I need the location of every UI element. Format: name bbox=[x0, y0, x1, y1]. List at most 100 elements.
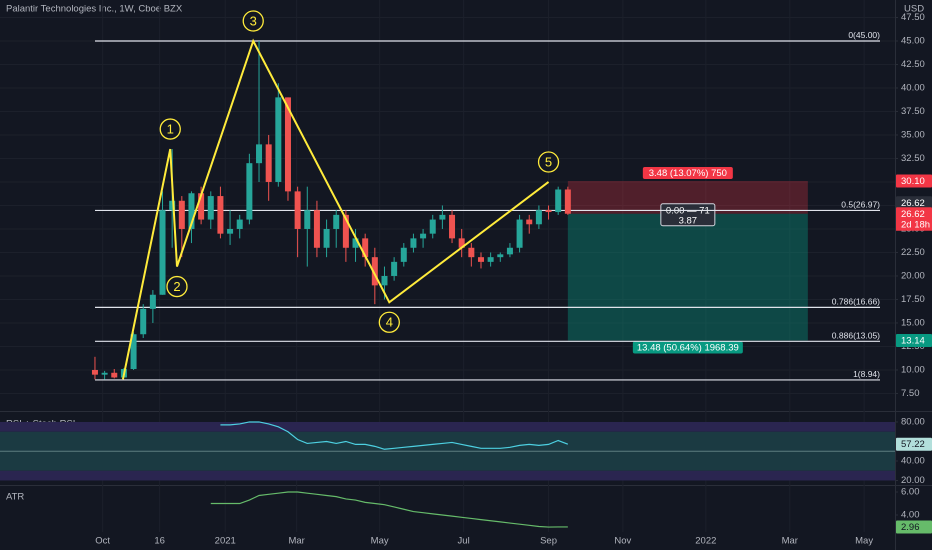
price-tag-label: 26.62 bbox=[901, 198, 925, 209]
candle-body bbox=[236, 219, 243, 229]
candle-body bbox=[140, 308, 147, 335]
unit-label: USD bbox=[904, 4, 924, 15]
price-tag bbox=[896, 207, 932, 221]
candle-body bbox=[371, 257, 378, 286]
candle-body bbox=[323, 228, 330, 248]
countdown-box bbox=[896, 218, 932, 231]
indicator-title: ATR bbox=[6, 492, 24, 503]
candle-body bbox=[227, 228, 234, 234]
candle-body bbox=[333, 214, 340, 229]
x-tick-label: Mar bbox=[288, 536, 304, 547]
candle-body bbox=[555, 189, 562, 213]
price-tag-label: 57.22 bbox=[901, 439, 925, 450]
candle-body bbox=[352, 238, 359, 248]
x-tick-label: 16 bbox=[154, 536, 165, 547]
price-tag bbox=[896, 196, 932, 210]
candle-body bbox=[497, 254, 504, 258]
y-tick-label: 7.50 bbox=[901, 388, 920, 399]
candle-body bbox=[159, 210, 166, 295]
candle-body bbox=[217, 196, 224, 234]
target-label: 13.48 (50.64%) 1968.39 bbox=[637, 342, 739, 353]
price-tag-label: 30.10 bbox=[901, 176, 925, 187]
candle-body bbox=[545, 210, 552, 213]
y-tick-label: 22.50 bbox=[901, 247, 925, 258]
candle-body bbox=[391, 261, 398, 276]
candle-body bbox=[477, 257, 484, 262]
y-tick-label: 47.50 bbox=[901, 12, 925, 23]
stop-label-box bbox=[642, 167, 733, 180]
candle-body bbox=[420, 233, 427, 239]
candle-body bbox=[468, 247, 475, 258]
fib-label: 0.786(16.66) bbox=[832, 297, 880, 307]
x-tick-label: May bbox=[371, 536, 389, 547]
candle-body bbox=[313, 210, 320, 248]
y-tick-label: 20.00 bbox=[901, 270, 925, 281]
y-tick-label: 37.50 bbox=[901, 106, 925, 117]
x-tick-label: 2021 bbox=[215, 536, 236, 547]
y-tick-label: 40.00 bbox=[901, 82, 925, 93]
x-tick-label: Oct bbox=[95, 536, 110, 547]
candle-body bbox=[449, 214, 456, 239]
candle-body bbox=[429, 219, 436, 234]
candle-body bbox=[284, 97, 291, 192]
stop-label: 3.48 (13.07%) 750 bbox=[649, 168, 727, 179]
candle-body bbox=[207, 196, 214, 220]
price-tag bbox=[896, 174, 932, 188]
x-tick-label: Sep bbox=[540, 536, 557, 547]
candle-body bbox=[101, 372, 108, 375]
candle-body bbox=[275, 97, 282, 182]
candle-body bbox=[506, 247, 513, 255]
x-tick-label: Mar bbox=[782, 536, 798, 547]
y-tick-label: 4.00 bbox=[901, 510, 920, 521]
price-tag bbox=[896, 520, 932, 534]
y-tick-label: 40.00 bbox=[901, 455, 925, 466]
candle-body bbox=[526, 219, 533, 225]
wave-label-circle bbox=[242, 10, 264, 32]
wave-label-circle bbox=[159, 118, 181, 140]
candle-body bbox=[564, 189, 571, 214]
y-tick-label: 17.50 bbox=[901, 294, 925, 305]
y-tick-label: 42.50 bbox=[901, 59, 925, 70]
target-label-box bbox=[632, 341, 743, 354]
mid-label: 3.87 bbox=[679, 215, 698, 226]
mid-label-box bbox=[660, 203, 716, 227]
candle-body bbox=[458, 238, 465, 248]
target-zone bbox=[567, 213, 808, 341]
candle-body bbox=[400, 247, 407, 262]
fib-label: 1(8.94) bbox=[853, 369, 880, 379]
wave-label: 2 bbox=[173, 279, 180, 294]
chart-title: Palantir Technologies Inc., 1W, Cboe BZX bbox=[6, 4, 183, 15]
indicator-line bbox=[210, 491, 568, 528]
price-tag bbox=[896, 333, 932, 347]
band bbox=[0, 470, 895, 481]
y-tick-label: 45.00 bbox=[901, 35, 925, 46]
x-tick-label: May bbox=[855, 536, 873, 547]
candle-body bbox=[198, 193, 205, 220]
candle-body bbox=[265, 144, 272, 182]
candle-body bbox=[178, 200, 185, 229]
candle-body bbox=[188, 193, 195, 229]
fib-label: 0(45.00) bbox=[848, 30, 880, 40]
y-tick-label: 15.00 bbox=[901, 317, 925, 328]
candle-body bbox=[439, 214, 446, 220]
price-tag-label: 13.14 bbox=[901, 335, 925, 346]
y-tick-label: 80.00 bbox=[901, 416, 925, 427]
y-tick-label: 35.00 bbox=[901, 129, 925, 140]
wave-label-circle bbox=[537, 151, 560, 173]
candle-body bbox=[169, 200, 176, 211]
x-tick-label: 2022 bbox=[695, 536, 716, 547]
price-tag bbox=[896, 437, 932, 451]
x-tick-label: Jul bbox=[458, 536, 470, 547]
price-tag-label: 26.62 bbox=[901, 209, 925, 220]
y-tick-label: 20.00 bbox=[901, 475, 925, 486]
candle-body bbox=[535, 210, 542, 225]
candle-body bbox=[381, 275, 388, 286]
candle-body bbox=[91, 369, 98, 375]
candle-body bbox=[130, 334, 137, 370]
wave-label: 3 bbox=[250, 13, 257, 28]
candle-body bbox=[410, 238, 417, 248]
x-tick-label: Nov bbox=[614, 536, 631, 547]
indicator-line bbox=[220, 421, 569, 450]
wave-label: 4 bbox=[386, 315, 393, 330]
